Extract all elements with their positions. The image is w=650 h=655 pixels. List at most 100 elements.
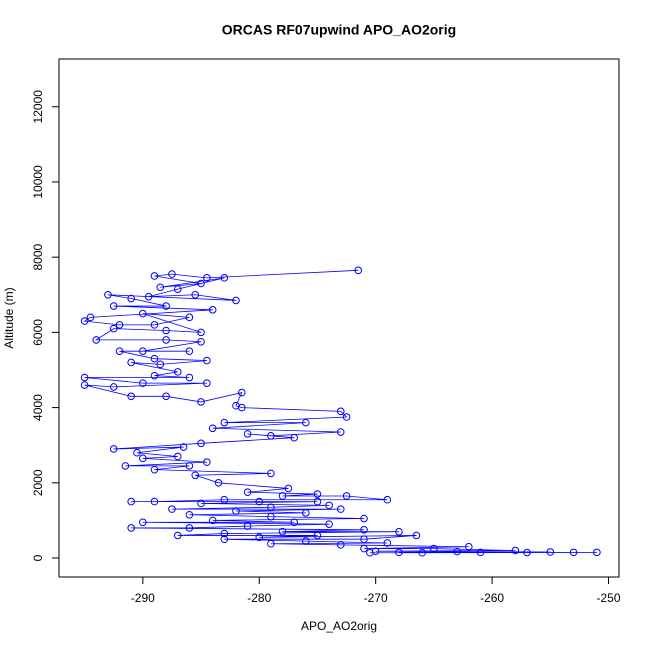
data-point — [325, 520, 333, 528]
data-point — [197, 439, 205, 448]
data-point — [127, 497, 135, 506]
data-point — [453, 547, 461, 556]
data-point — [232, 507, 240, 515]
data-point — [336, 541, 345, 549]
data-point — [109, 302, 118, 310]
data-point — [133, 448, 141, 457]
data-point — [418, 548, 427, 557]
data-point — [139, 309, 147, 318]
data-point — [162, 392, 170, 401]
data-point — [220, 274, 229, 282]
data-point — [412, 531, 421, 540]
chart-title: ORCAS RF07upwind APO_AO2orig — [222, 22, 456, 38]
data-point — [197, 328, 205, 337]
data-point — [150, 321, 159, 329]
data-point — [313, 531, 322, 540]
y-tick-label: 2000 — [31, 469, 45, 496]
data-point — [162, 302, 170, 310]
data-point — [185, 313, 194, 322]
data-point — [86, 313, 95, 322]
data-point — [267, 512, 275, 521]
data-point — [173, 368, 182, 376]
data-point — [173, 285, 182, 293]
data-point — [255, 533, 264, 542]
data-point — [302, 537, 310, 545]
data-point — [220, 529, 229, 538]
data-point — [92, 336, 101, 344]
data-point — [191, 471, 200, 480]
data-point — [150, 272, 159, 280]
data-point — [185, 510, 194, 519]
data-point — [237, 403, 246, 412]
data-point — [191, 290, 200, 299]
data-point — [255, 497, 264, 506]
data-point — [179, 443, 188, 451]
data-point — [360, 514, 368, 523]
data-point — [465, 542, 473, 551]
data-point — [185, 462, 194, 470]
data-point — [383, 539, 392, 547]
data-point — [569, 548, 578, 557]
data-point — [150, 465, 159, 474]
data-point — [243, 522, 252, 530]
data-point — [220, 418, 229, 427]
data-point — [197, 499, 205, 508]
data-point — [139, 518, 147, 527]
data-point — [127, 524, 135, 532]
data-point — [237, 388, 246, 397]
data-point — [267, 539, 275, 548]
data-point — [214, 479, 223, 487]
data-point — [360, 535, 368, 544]
data-point — [313, 490, 322, 498]
data-point — [127, 358, 135, 367]
x-tick-label: -280 — [247, 591, 271, 605]
data-point — [150, 371, 159, 380]
y-tick-label: 4000 — [31, 394, 45, 421]
data-point — [336, 505, 345, 513]
data-point — [139, 347, 147, 355]
x-tick-label: -250 — [597, 591, 621, 605]
data-point — [197, 337, 205, 346]
data-point — [278, 527, 287, 536]
data-point — [430, 544, 438, 553]
data-point — [144, 292, 153, 301]
data-point — [336, 407, 345, 416]
data-point — [232, 296, 240, 305]
data-point — [220, 495, 229, 504]
data-point — [127, 392, 135, 401]
x-tick-label: -270 — [364, 591, 388, 605]
data-point — [302, 509, 310, 517]
data-point — [168, 270, 176, 278]
data-point — [208, 306, 217, 314]
data-point — [360, 544, 368, 553]
data-point — [290, 518, 298, 527]
data-point — [546, 548, 555, 556]
data-point — [342, 413, 351, 421]
data-point — [121, 462, 130, 470]
data-point — [383, 495, 392, 504]
x-tick-label: -260 — [480, 591, 504, 605]
data-point — [208, 516, 217, 525]
data-point — [267, 431, 275, 440]
data-point — [395, 527, 403, 536]
data-point — [139, 379, 147, 387]
data-point — [197, 398, 205, 406]
y-axis-label: Altitude (m) — [2, 287, 16, 348]
data-point — [139, 454, 147, 463]
data-point — [290, 433, 298, 442]
data-point — [109, 383, 118, 391]
data-point — [342, 492, 351, 500]
data-point — [203, 274, 211, 282]
y-tick-label: 12000 — [31, 90, 45, 124]
data-point — [523, 548, 531, 557]
data-point — [366, 548, 374, 557]
data-point — [208, 424, 217, 433]
data-point — [115, 321, 124, 329]
y-tick-label: 0 — [31, 554, 45, 561]
data-point — [109, 445, 118, 453]
data-point — [336, 428, 345, 436]
data-point — [243, 488, 252, 497]
data-point — [173, 452, 182, 461]
data-point — [156, 360, 165, 369]
